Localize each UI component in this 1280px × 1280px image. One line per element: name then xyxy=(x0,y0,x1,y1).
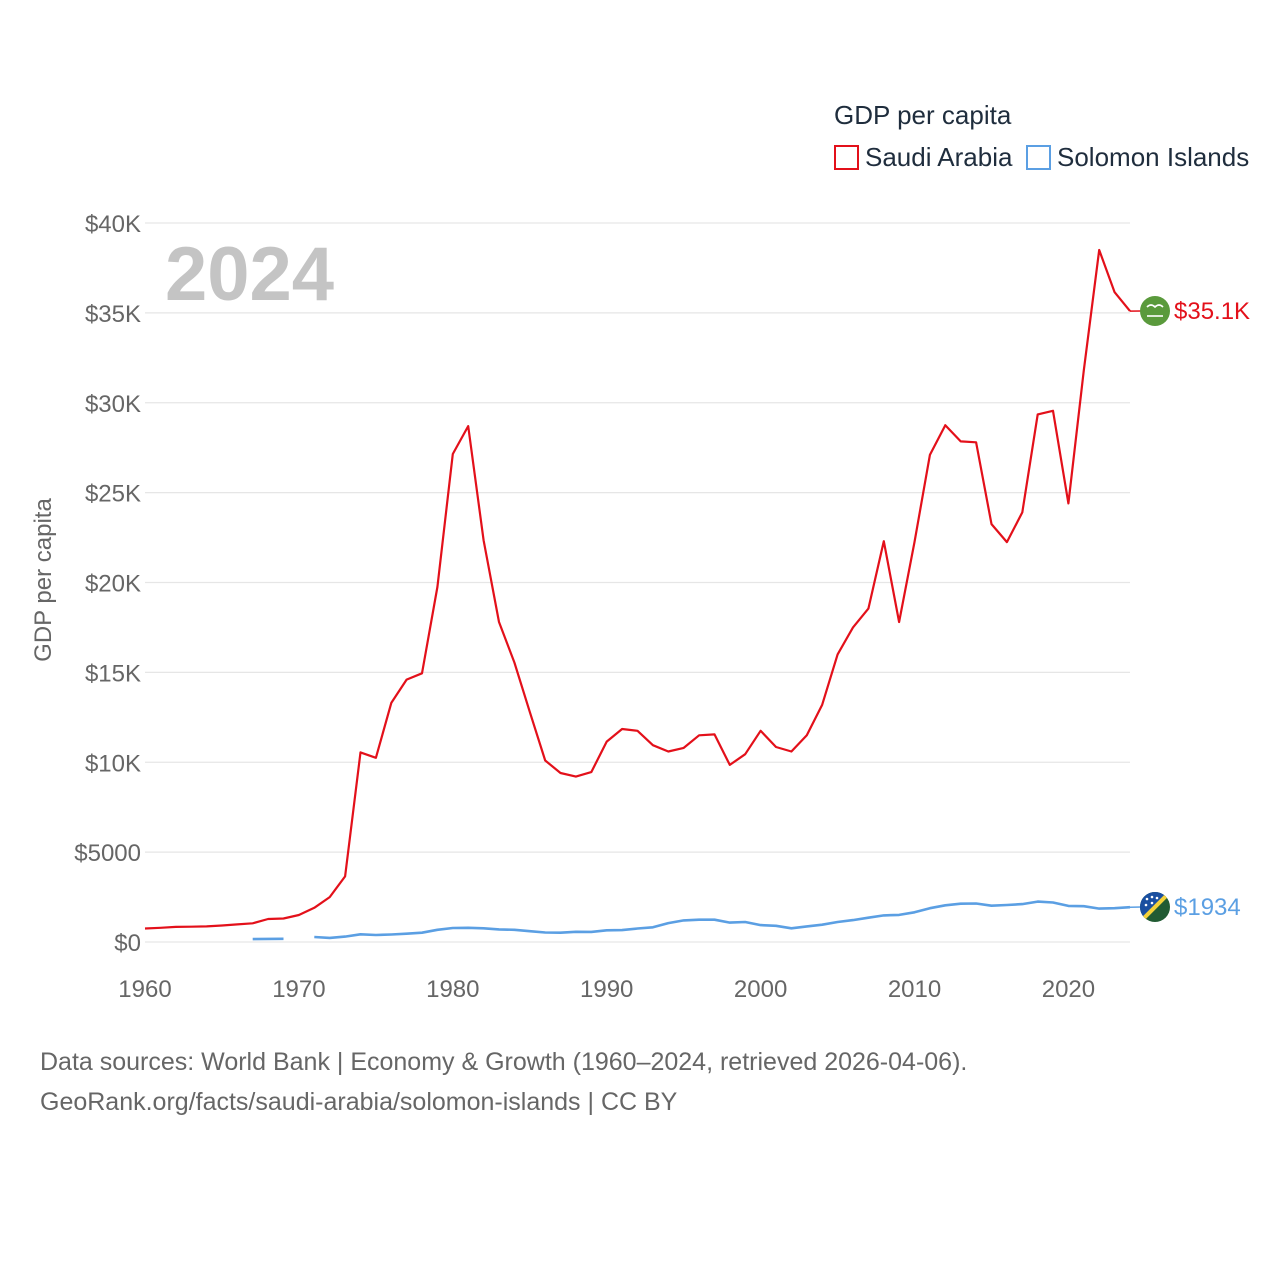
end-labels: $35.1K $1934 xyxy=(1129,296,1250,922)
legend-label-saudi-arabia: Saudi Arabia xyxy=(865,142,1013,172)
solomon-islands-flag-icon xyxy=(1140,892,1170,922)
y-tick-label: $20K xyxy=(85,571,141,598)
gridlines xyxy=(145,222,1130,943)
x-tick-label: 1990 xyxy=(580,976,633,1003)
footer: Data sources: World Bank | Economy & Gro… xyxy=(40,1042,1260,1122)
footer-attribution: GeoRank.org/facts/saudi-arabia/solomon-i… xyxy=(40,1088,678,1116)
y-tick-label: $25K xyxy=(85,481,141,508)
y-tick-label: $5000 xyxy=(74,840,141,867)
y-axis-label: GDP per capita xyxy=(30,498,57,662)
x-tick-label: 1980 xyxy=(426,976,479,1003)
saudi-arabia-flag-icon xyxy=(1140,296,1170,326)
chart: $0 $5000 $10K $15K $20K $25K $30K $35K $40K 1960… xyxy=(30,100,1250,1003)
x-tick-label: 1970 xyxy=(272,976,325,1003)
y-tick-label: $35K xyxy=(85,301,141,328)
year-watermark: 2024 xyxy=(165,232,334,317)
series-line-solomon-islands xyxy=(252,900,1131,941)
x-tick-label: 2010 xyxy=(888,976,941,1003)
legend-title: GDP per capita xyxy=(834,100,1012,130)
y-axis: $0 $5000 $10K $15K $20K $25K $30K $35K $40K xyxy=(74,211,141,957)
legend-label-solomon-islands: Solomon Islands xyxy=(1057,142,1249,172)
legend-swatch-solomon-islands xyxy=(1026,145,1051,170)
x-tick-label: 2020 xyxy=(1042,976,1095,1003)
y-tick-label: $30K xyxy=(85,391,141,418)
y-tick-label: $10K xyxy=(85,750,141,777)
y-tick-label: $40K xyxy=(85,211,141,238)
footer-sources: Data sources: World Bank | Economy & Gro… xyxy=(40,1048,968,1076)
x-tick-label: 1960 xyxy=(118,976,171,1003)
series-line-saudi-arabia xyxy=(144,248,1131,930)
legend-swatch-saudi-arabia xyxy=(834,145,859,170)
y-tick-label: $15K xyxy=(85,660,141,687)
series-lines xyxy=(144,248,1131,941)
end-label-solomon-islands: $1934 xyxy=(1174,894,1241,921)
end-label-saudi-arabia: $35.1K xyxy=(1174,298,1250,325)
y-tick-label: $0 xyxy=(114,930,141,957)
legend: GDP per capita Saudi Arabia Solomon Isla… xyxy=(834,100,1249,172)
x-axis: 1960 1970 1980 1990 2000 2010 2020 xyxy=(118,976,1095,1003)
x-tick-label: 2000 xyxy=(734,976,787,1003)
